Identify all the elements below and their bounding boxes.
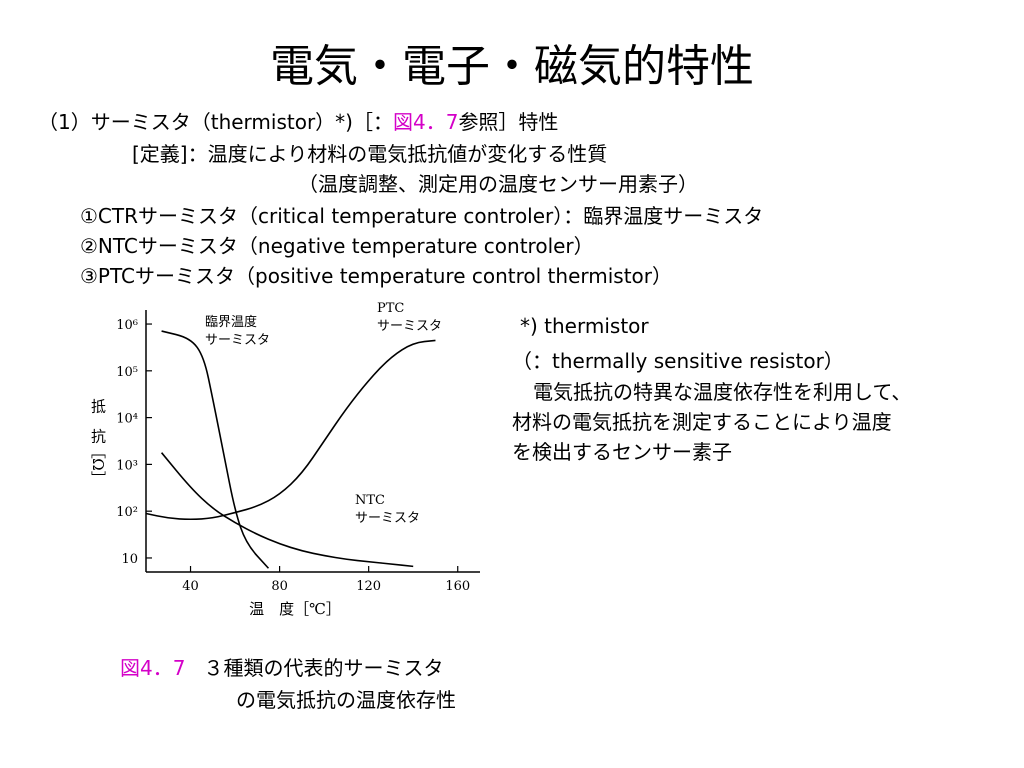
y-tick-label: 10⁵ bbox=[116, 365, 138, 380]
y-tick-group: 10 10² 10³ 10⁴ 10⁵ 10⁶ bbox=[116, 318, 152, 567]
footnote-expand: （：thermally sensitive resistor） bbox=[512, 349, 844, 373]
x-tick-label: 80 bbox=[271, 579, 288, 594]
definition-sub-line: （温度調整、測定用の温度センサー用素子） bbox=[298, 172, 698, 196]
ptc-line: ③PTCサーミスタ（positive temperature control t… bbox=[80, 264, 673, 288]
ntc-line: ②NTCサーミスタ（negative temperature controler… bbox=[80, 234, 594, 258]
series-label-group: 臨界温度サーミスタ PTC サーミスタ NTC サーミスタ bbox=[205, 301, 442, 526]
x-tick-label: 120 bbox=[356, 579, 381, 594]
series-label-ptc-curve: PTC サーミスタ bbox=[377, 301, 442, 334]
series-label-ntc-curve: NTC サーミスタ bbox=[355, 493, 420, 526]
caption-text-1: ３種類の代表的サーミスタ bbox=[203, 656, 444, 680]
slide-title: 電気・電子・磁気的特性 bbox=[270, 41, 754, 92]
x-tick-group: 40 80 120 160 bbox=[182, 566, 470, 594]
series-label-critical-temperature-curve: 臨界温度サーミスタ bbox=[205, 314, 270, 348]
x-tick-label: 40 bbox=[182, 579, 199, 594]
caption-line-2: の電気抵抗の温度依存性 bbox=[236, 688, 456, 712]
footnote-body-1: 電気抵抗の特異な温度依存性を利用して、 bbox=[533, 380, 912, 404]
heading-post: 参照］特性 bbox=[458, 110, 559, 134]
heading-pre: （1）サーミスタ（thermistor）*)［： bbox=[38, 110, 393, 134]
critical-temperature-curve bbox=[161, 330, 270, 569]
footnote-body-3: を検出するセンサー素子 bbox=[512, 440, 732, 464]
heading-line: （1）サーミスタ（thermistor）*)［：図4．7参照］特性 bbox=[38, 106, 558, 135]
y-axis-label: 抵 抗［Ω］ bbox=[89, 398, 107, 485]
ntc-curve bbox=[160, 452, 414, 568]
definition-line: [定義]：温度により材料の電気抵抗値が変化する性質 bbox=[132, 142, 608, 166]
y-tick-label: 10² bbox=[116, 505, 138, 520]
y-tick-label: 10⁴ bbox=[116, 412, 138, 427]
caption-figure-reference: 図4．7 bbox=[120, 656, 186, 680]
ptc-curve bbox=[145, 339, 436, 521]
caption-line-1: 図4．7 ３種類の代表的サーミスタ bbox=[120, 652, 443, 681]
y-tick-label: 10 bbox=[121, 552, 138, 567]
footnote-head: *) thermistor bbox=[520, 314, 649, 338]
footnote-body-2: 材料の電気抵抗を測定することにより温度 bbox=[512, 410, 892, 434]
x-axis-label: 温 度［℃］ bbox=[249, 600, 341, 618]
x-tick-label: 160 bbox=[445, 579, 470, 594]
ctr-line: ①CTRサーミスタ（critical temperature controler… bbox=[80, 204, 764, 228]
thermistor-chart: 40 80 120 160 10 10² 10³ 10⁴ 10⁵ 10⁶ 臨界温度サーミスタ PT… bbox=[89, 301, 480, 618]
y-tick-label: 10⁶ bbox=[116, 318, 138, 333]
curve-group bbox=[145, 330, 436, 569]
chart-axes bbox=[145, 310, 480, 573]
figure-reference: 図4．7 bbox=[392, 110, 459, 134]
y-tick-label: 10³ bbox=[116, 458, 138, 473]
